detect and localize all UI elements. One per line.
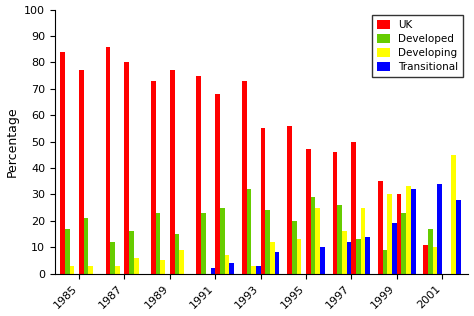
Legend: UK, Developed, Developing, Transitional: UK, Developed, Developing, Transitional <box>372 15 463 77</box>
Bar <box>428 229 433 274</box>
Bar <box>423 245 428 274</box>
Bar <box>174 234 179 274</box>
Bar <box>115 266 120 274</box>
Bar <box>438 184 442 274</box>
Bar <box>387 194 392 274</box>
Bar <box>378 181 383 274</box>
Bar <box>356 239 361 274</box>
Bar <box>320 247 325 274</box>
Bar <box>406 186 411 274</box>
Bar <box>251 266 256 274</box>
Bar <box>287 126 292 274</box>
Bar <box>333 152 337 274</box>
Bar <box>106 46 110 274</box>
Bar <box>246 189 251 274</box>
Bar <box>229 263 234 274</box>
Bar <box>397 194 401 274</box>
Bar <box>297 239 301 274</box>
Bar <box>433 247 438 274</box>
Bar <box>125 62 129 274</box>
Bar <box>452 155 456 274</box>
Bar <box>65 229 70 274</box>
Bar <box>151 81 156 274</box>
Y-axis label: Percentage: Percentage <box>6 106 18 177</box>
Bar <box>79 70 84 274</box>
Bar <box>256 266 261 274</box>
Bar <box>225 255 229 274</box>
Bar <box>134 258 138 274</box>
Bar <box>365 237 370 274</box>
Bar <box>346 242 351 274</box>
Bar <box>60 52 65 274</box>
Bar <box>196 76 201 274</box>
Bar <box>170 70 174 274</box>
Bar <box>337 205 342 274</box>
Bar <box>215 94 220 274</box>
Bar <box>261 128 265 274</box>
Bar <box>89 266 93 274</box>
Bar <box>306 149 310 274</box>
Bar <box>315 208 320 274</box>
Bar <box>292 221 297 274</box>
Bar <box>411 189 416 274</box>
Bar <box>270 242 274 274</box>
Bar <box>274 252 279 274</box>
Bar <box>210 268 215 274</box>
Bar <box>361 208 365 274</box>
Bar <box>242 81 246 274</box>
Bar <box>383 250 387 274</box>
Bar <box>401 213 406 274</box>
Bar <box>342 231 346 274</box>
Bar <box>201 213 206 274</box>
Bar <box>351 142 356 274</box>
Bar <box>70 266 74 274</box>
Bar <box>156 213 161 274</box>
Bar <box>161 260 165 274</box>
Bar <box>110 242 115 274</box>
Bar <box>392 223 397 274</box>
Bar <box>265 210 270 274</box>
Bar <box>220 208 225 274</box>
Bar <box>179 250 184 274</box>
Bar <box>456 200 461 274</box>
Bar <box>310 197 315 274</box>
Bar <box>129 231 134 274</box>
Bar <box>84 218 89 274</box>
